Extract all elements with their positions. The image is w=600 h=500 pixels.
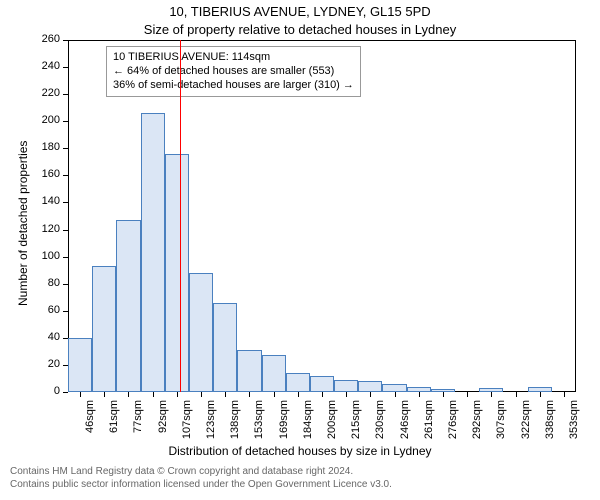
- x-tick-label: 107sqm: [181, 400, 193, 450]
- x-tick-label: 138sqm: [229, 400, 241, 450]
- x-tick-label: 215sqm: [350, 400, 362, 450]
- y-tick-mark: [63, 311, 68, 312]
- x-tick-mark: [395, 392, 396, 397]
- y-tick-mark: [63, 94, 68, 95]
- histogram-bar: [334, 380, 358, 392]
- y-tick-mark: [63, 175, 68, 176]
- y-tick-mark: [63, 257, 68, 258]
- histogram-bar: [141, 113, 165, 392]
- marker-line: [180, 40, 181, 392]
- histogram-bar: [382, 384, 406, 392]
- annotation-line2: ← 64% of detached houses are smaller (55…: [113, 65, 354, 79]
- y-tick-label: 20: [30, 358, 60, 370]
- y-tick-mark: [63, 67, 68, 68]
- y-tick-label: 0: [30, 385, 60, 397]
- x-tick-label: 46sqm: [84, 400, 96, 450]
- histogram-bar: [68, 338, 92, 392]
- y-tick-mark: [63, 121, 68, 122]
- y-tick-mark: [63, 392, 68, 393]
- histogram-bar: [165, 154, 189, 392]
- x-tick-label: 307sqm: [495, 400, 507, 450]
- y-tick-label: 100: [30, 250, 60, 262]
- x-tick-label: 246sqm: [399, 400, 411, 450]
- x-tick-mark: [153, 392, 154, 397]
- x-tick-mark: [564, 392, 565, 397]
- x-tick-mark: [201, 392, 202, 397]
- y-tick-label: 160: [30, 168, 60, 180]
- footer-line1: Contains HM Land Registry data © Crown c…: [10, 466, 392, 479]
- y-tick-mark: [63, 202, 68, 203]
- x-tick-mark: [443, 392, 444, 397]
- histogram-bar: [310, 376, 334, 392]
- histogram-bar: [262, 355, 286, 392]
- histogram-bar: [358, 381, 382, 392]
- y-tick-label: 220: [30, 87, 60, 99]
- x-tick-mark: [80, 392, 81, 397]
- y-tick-mark: [63, 148, 68, 149]
- y-tick-label: 80: [30, 277, 60, 289]
- histogram-bar: [213, 303, 237, 392]
- x-tick-mark: [540, 392, 541, 397]
- x-tick-mark: [467, 392, 468, 397]
- y-tick-label: 60: [30, 304, 60, 316]
- x-tick-label: 153sqm: [253, 400, 265, 450]
- x-tick-label: 353sqm: [568, 400, 580, 450]
- x-tick-mark: [249, 392, 250, 397]
- x-tick-mark: [274, 392, 275, 397]
- x-tick-label: 261sqm: [423, 400, 435, 450]
- annotation-line3: 36% of semi-detached houses are larger (…: [113, 79, 354, 93]
- y-tick-mark: [63, 230, 68, 231]
- x-tick-mark: [419, 392, 420, 397]
- x-tick-label: 61sqm: [108, 400, 120, 450]
- x-tick-label: 92sqm: [157, 400, 169, 450]
- x-tick-mark: [177, 392, 178, 397]
- x-tick-label: 200sqm: [326, 400, 338, 450]
- y-tick-label: 200: [30, 114, 60, 126]
- y-tick-mark: [63, 40, 68, 41]
- x-tick-mark: [346, 392, 347, 397]
- x-tick-label: 123sqm: [205, 400, 217, 450]
- y-tick-label: 240: [30, 60, 60, 72]
- histogram-bar: [286, 373, 310, 392]
- y-tick-label: 260: [30, 33, 60, 45]
- x-tick-mark: [225, 392, 226, 397]
- chart-title-sub: Size of property relative to detached ho…: [0, 22, 600, 37]
- x-tick-label: 322sqm: [520, 400, 532, 450]
- chart-title-main: 10, TIBERIUS AVENUE, LYDNEY, GL15 5PD: [0, 4, 600, 19]
- histogram-bar: [237, 350, 261, 392]
- footer-attribution: Contains HM Land Registry data © Crown c…: [10, 466, 392, 491]
- x-tick-label: 230sqm: [374, 400, 386, 450]
- annotation-line1: 10 TIBERIUS AVENUE: 114sqm: [113, 51, 354, 65]
- y-tick-label: 140: [30, 195, 60, 207]
- y-tick-label: 120: [30, 223, 60, 235]
- histogram-bar: [92, 266, 116, 392]
- histogram-bar: [116, 220, 140, 392]
- x-tick-label: 276sqm: [447, 400, 459, 450]
- y-tick-mark: [63, 284, 68, 285]
- x-tick-label: 292sqm: [471, 400, 483, 450]
- chart-container: 10, TIBERIUS AVENUE, LYDNEY, GL15 5PD Si…: [0, 0, 600, 500]
- x-tick-mark: [491, 392, 492, 397]
- x-tick-label: 338sqm: [544, 400, 556, 450]
- x-tick-mark: [104, 392, 105, 397]
- x-tick-mark: [322, 392, 323, 397]
- x-tick-label: 77sqm: [132, 400, 144, 450]
- y-axis-label: Number of detached properties: [16, 141, 30, 306]
- x-tick-mark: [516, 392, 517, 397]
- annotation-box: 10 TIBERIUS AVENUE: 114sqm ← 64% of deta…: [106, 46, 361, 97]
- x-tick-mark: [128, 392, 129, 397]
- x-tick-mark: [370, 392, 371, 397]
- x-tick-mark: [298, 392, 299, 397]
- histogram-bar: [189, 273, 213, 392]
- footer-line2: Contains public sector information licen…: [10, 479, 392, 492]
- x-tick-label: 169sqm: [278, 400, 290, 450]
- x-tick-label: 184sqm: [302, 400, 314, 450]
- y-tick-label: 180: [30, 141, 60, 153]
- y-tick-label: 40: [30, 331, 60, 343]
